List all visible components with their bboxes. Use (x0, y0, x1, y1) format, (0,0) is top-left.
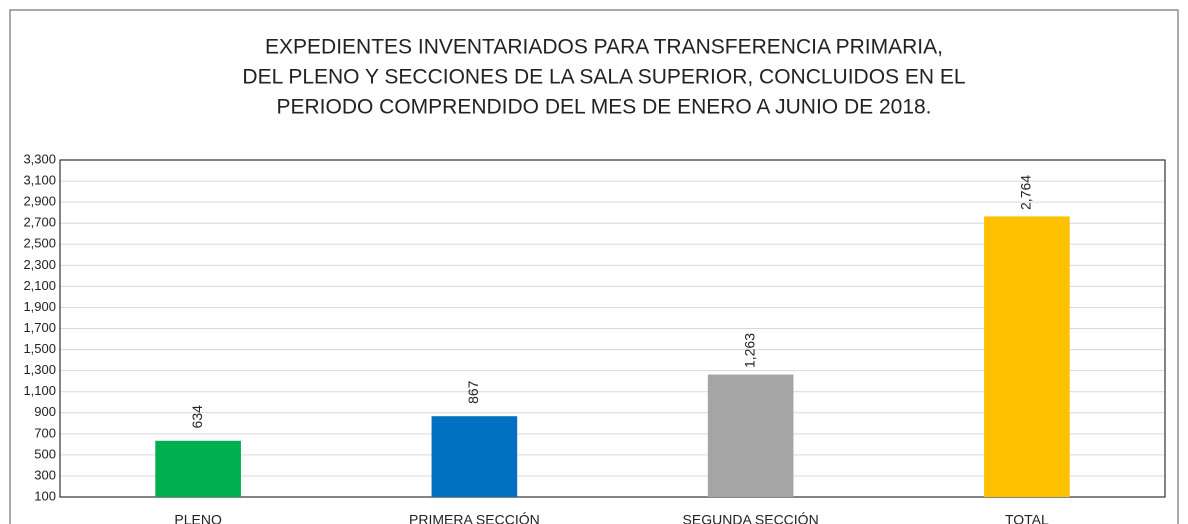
y-tick-label: 2,500 (23, 236, 56, 251)
bar (431, 416, 518, 497)
y-tick-label: 3,300 (23, 151, 56, 166)
y-tick-label: 2,700 (23, 215, 56, 230)
y-tick-label: 100 (34, 488, 56, 503)
y-tick-label: 900 (34, 404, 56, 419)
chart-title: DEL PLENO Y SECCIONES DE LA SALA SUPERIO… (242, 66, 965, 89)
plot-frame (59, 159, 1166, 498)
y-tick-label: 2,300 (23, 257, 56, 272)
bar (155, 440, 241, 497)
x-tick-label: PLENO (174, 512, 222, 524)
y-tick-label: 300 (34, 467, 56, 482)
y-tick-label: 500 (34, 446, 56, 461)
y-tick-label: 2,900 (23, 194, 56, 209)
data-label: 867 (465, 380, 481, 404)
y-tick-label: 1,900 (23, 299, 56, 314)
y-tick-label: 3,100 (23, 173, 56, 188)
chart-frame (9, 9, 1179, 524)
y-tick-label: 1,100 (23, 383, 56, 398)
data-label: 2,764 (1018, 175, 1034, 210)
y-tick-label: 1,500 (23, 341, 56, 356)
chart-title: PERIODO COMPRENDIDO DEL MES DE ENERO A J… (276, 96, 931, 119)
y-tick-label: 2,100 (23, 278, 56, 293)
x-tick-label: TOTAL (1005, 512, 1049, 524)
data-label: 1,263 (741, 333, 757, 368)
y-tick-label: 1,700 (23, 320, 56, 335)
x-tick-label: SEGUNDA SECCIÓN (683, 512, 819, 524)
bar (984, 216, 1070, 497)
y-tick-label: 700 (34, 425, 56, 440)
bar (707, 374, 794, 497)
x-tick-label: PRIMERA SECCIÓN (409, 512, 540, 524)
data-label: 634 (189, 405, 205, 429)
y-tick-label: 1,300 (23, 362, 56, 377)
chart-title: EXPEDIENTES INVENTARIADOS PARA TRANSFERE… (265, 36, 943, 59)
